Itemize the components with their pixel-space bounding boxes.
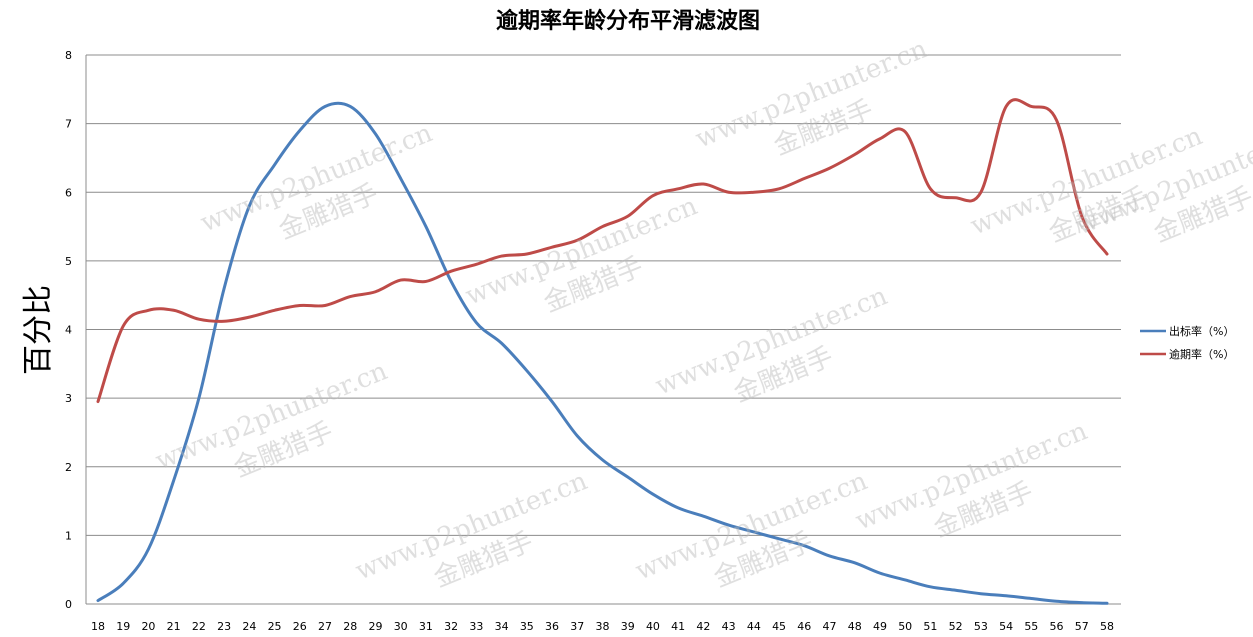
y-tick-label: 8 bbox=[65, 49, 72, 62]
x-tick-label: 21 bbox=[167, 620, 181, 633]
y-tick-labels: 0 1 2 3 4 5 6 7 8 bbox=[65, 49, 72, 611]
x-tick-label: 28 bbox=[343, 620, 357, 633]
x-tick-label: 37 bbox=[570, 620, 584, 633]
x-tick-label: 42 bbox=[696, 620, 710, 633]
x-tick-label: 26 bbox=[293, 620, 307, 633]
x-tick-label: 57 bbox=[1075, 620, 1089, 633]
x-tick-label: 40 bbox=[646, 620, 660, 633]
x-tick-label: 25 bbox=[268, 620, 282, 633]
x-tick-label: 27 bbox=[318, 620, 332, 633]
x-tick-label: 38 bbox=[596, 620, 610, 633]
series-lines bbox=[96, 98, 1109, 605]
x-tick-label: 31 bbox=[419, 620, 433, 633]
x-tick-label: 51 bbox=[923, 620, 937, 633]
x-tick-label: 30 bbox=[394, 620, 408, 633]
x-tick-label: 50 bbox=[898, 620, 912, 633]
x-tick-label: 49 bbox=[873, 620, 887, 633]
y-tick-label: 5 bbox=[65, 255, 72, 268]
x-tick-label: 41 bbox=[671, 620, 685, 633]
x-tick-label: 18 bbox=[91, 620, 105, 633]
x-tick-label: 34 bbox=[495, 620, 509, 633]
x-tick-label: 29 bbox=[368, 620, 382, 633]
legend: 出标率（%） 逾期率（%） bbox=[1140, 324, 1234, 361]
x-tick-label: 45 bbox=[772, 620, 786, 633]
x-tick-label: 56 bbox=[1050, 620, 1064, 633]
x-tick-label: 33 bbox=[469, 620, 483, 633]
legend-label-overdue-rate: 逾期率（%） bbox=[1169, 347, 1234, 361]
x-tick-label: 58 bbox=[1100, 620, 1114, 633]
x-tick-label: 43 bbox=[722, 620, 736, 633]
y-tick-label: 1 bbox=[65, 529, 72, 542]
x-tick-label: 47 bbox=[823, 620, 837, 633]
gridlines bbox=[85, 54, 1121, 605]
y-tick-label: 6 bbox=[65, 186, 72, 199]
chart-title: 逾期率年龄分布平滑滤波图 bbox=[496, 8, 760, 34]
x-tick-label: 48 bbox=[848, 620, 862, 633]
series-line-listing-rate bbox=[96, 101, 1109, 605]
x-tick-label: 39 bbox=[621, 620, 635, 633]
y-tick-label: 0 bbox=[65, 598, 72, 611]
x-tick-label: 53 bbox=[974, 620, 988, 633]
x-tick-label: 52 bbox=[949, 620, 963, 633]
x-tick-label: 32 bbox=[444, 620, 458, 633]
x-tick-labels: 18 19 20 21 22 23 24 25 26 27 28 29 30 31 32 33 34 35 36 37… bbox=[91, 620, 1114, 633]
x-tick-label: 54 bbox=[999, 620, 1013, 633]
y-tick-label: 3 bbox=[65, 392, 72, 405]
x-tick-label: 19 bbox=[116, 620, 130, 633]
x-tick-label: 23 bbox=[217, 620, 231, 633]
y-tick-label: 2 bbox=[65, 461, 72, 474]
x-tick-label: 55 bbox=[1024, 620, 1038, 633]
y-tick-label: 4 bbox=[65, 324, 72, 337]
legend-label-listing-rate: 出标率（%） bbox=[1169, 324, 1234, 338]
x-tick-label: 20 bbox=[141, 620, 155, 633]
x-tick-label: 22 bbox=[192, 620, 206, 633]
y-tick-label: 7 bbox=[65, 118, 72, 131]
y-axis-label: 百分比 bbox=[21, 285, 56, 375]
x-tick-label: 36 bbox=[545, 620, 559, 633]
x-tick-label: 46 bbox=[797, 620, 811, 633]
x-tick-label: 44 bbox=[747, 620, 761, 633]
x-tick-label: 24 bbox=[242, 620, 256, 633]
series-line-overdue-rate bbox=[96, 98, 1109, 404]
x-tick-label: 35 bbox=[520, 620, 534, 633]
